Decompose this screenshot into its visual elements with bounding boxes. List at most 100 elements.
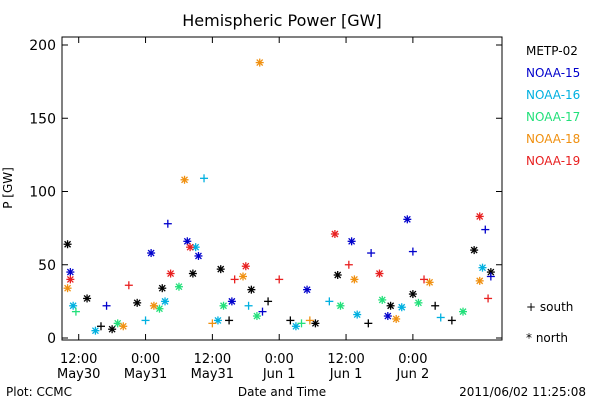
data-point — [66, 275, 75, 284]
data-point — [291, 322, 300, 331]
plot-frame — [61, 36, 503, 341]
data-point — [459, 307, 468, 316]
data-point — [447, 316, 456, 325]
data-point — [475, 276, 484, 285]
plot-timestamp: 2011/06/02 11:25:08 — [459, 385, 586, 399]
data-point — [264, 297, 273, 306]
data-point — [475, 212, 484, 221]
data-point — [213, 316, 222, 325]
data-point — [133, 298, 142, 307]
data-point — [141, 316, 150, 325]
data-point — [420, 275, 429, 284]
data-point — [188, 269, 197, 278]
data-point — [225, 316, 234, 325]
data-point — [71, 307, 80, 316]
data-point — [325, 297, 334, 306]
data-point — [386, 301, 395, 310]
legend-entry: NOAA-17 — [526, 110, 580, 124]
legend-south: + south — [526, 300, 573, 314]
data-point — [194, 251, 203, 260]
x-tick-label: 12:00 — [327, 352, 364, 367]
data-point — [330, 229, 339, 238]
y-axis-ticks: 0 50 100 150 200 — [29, 38, 502, 347]
x-tick-label: 0:00 — [398, 352, 427, 367]
data-point — [336, 301, 345, 310]
plot-credit: Plot: CCMC — [6, 385, 72, 399]
data-point — [247, 285, 256, 294]
data-point — [431, 301, 440, 310]
x-tick-label: 0:00 — [265, 352, 294, 367]
legend-entry: METP-02 — [526, 44, 578, 58]
data-point — [408, 290, 417, 299]
data-point — [63, 284, 72, 293]
series-legend: METP-02 NOAA-15 NOAA-16 NOAA-17 NOAA-18 NOAA-… — [526, 44, 580, 168]
data-point — [403, 215, 412, 224]
data-point — [484, 294, 493, 303]
data-point — [478, 263, 487, 272]
data-point — [397, 303, 406, 312]
data-point — [200, 174, 209, 183]
data-point — [347, 237, 356, 246]
data-points — [63, 58, 495, 335]
data-point — [367, 249, 376, 258]
legend-entry: NOAA-16 — [526, 88, 580, 102]
x-tick-date-label: May30 — [57, 367, 100, 382]
data-point — [239, 272, 248, 281]
chart-title: Hemispheric Power [GW] — [182, 11, 381, 30]
data-point — [392, 314, 401, 323]
data-point — [119, 322, 128, 331]
data-point — [258, 307, 267, 316]
data-point — [149, 301, 158, 310]
data-point — [63, 240, 72, 249]
data-point — [303, 285, 312, 294]
data-point — [174, 282, 183, 291]
legend-north: * north — [526, 331, 568, 345]
data-point — [227, 297, 236, 306]
data-point — [216, 265, 225, 274]
data-point — [69, 301, 78, 310]
data-point — [147, 249, 156, 258]
x-tick-label: 12:00 — [60, 352, 97, 367]
data-point — [286, 316, 295, 325]
data-point — [414, 298, 423, 307]
data-point — [91, 326, 100, 335]
data-point — [297, 319, 306, 328]
data-point — [470, 246, 479, 255]
data-point — [161, 297, 170, 306]
y-tick-label: 150 — [29, 111, 56, 127]
data-point — [486, 268, 495, 277]
data-point — [83, 294, 92, 303]
data-point — [344, 260, 353, 269]
data-point — [208, 319, 217, 328]
x-tick-date-label: Jun 1 — [329, 367, 363, 382]
data-point — [241, 262, 250, 271]
data-point — [425, 278, 434, 287]
data-point — [436, 313, 445, 322]
data-point — [333, 271, 342, 280]
legend-entry: NOAA-19 — [526, 154, 580, 168]
data-point — [230, 275, 239, 284]
data-point — [350, 275, 359, 284]
data-point — [252, 312, 261, 321]
data-point — [66, 268, 75, 277]
x-axis-label: Date and Time — [238, 385, 326, 399]
legend-entry: NOAA-15 — [526, 66, 580, 80]
data-point — [364, 319, 373, 328]
x-tick-date-label: May31 — [191, 367, 234, 382]
data-point — [102, 301, 111, 310]
data-point — [375, 269, 384, 278]
y-tick-label: 200 — [29, 38, 56, 54]
data-point — [481, 225, 490, 234]
data-point — [275, 275, 284, 284]
data-point — [96, 322, 105, 331]
data-point — [244, 301, 253, 310]
data-point — [486, 272, 495, 281]
data-point — [353, 310, 362, 319]
data-point — [163, 219, 172, 228]
data-point — [255, 58, 264, 67]
y-axis-label: P [GW] — [1, 167, 15, 209]
x-tick-date-label: Jun 1 — [262, 367, 296, 382]
data-point — [108, 325, 117, 334]
x-tick-label: 12:00 — [194, 352, 231, 367]
